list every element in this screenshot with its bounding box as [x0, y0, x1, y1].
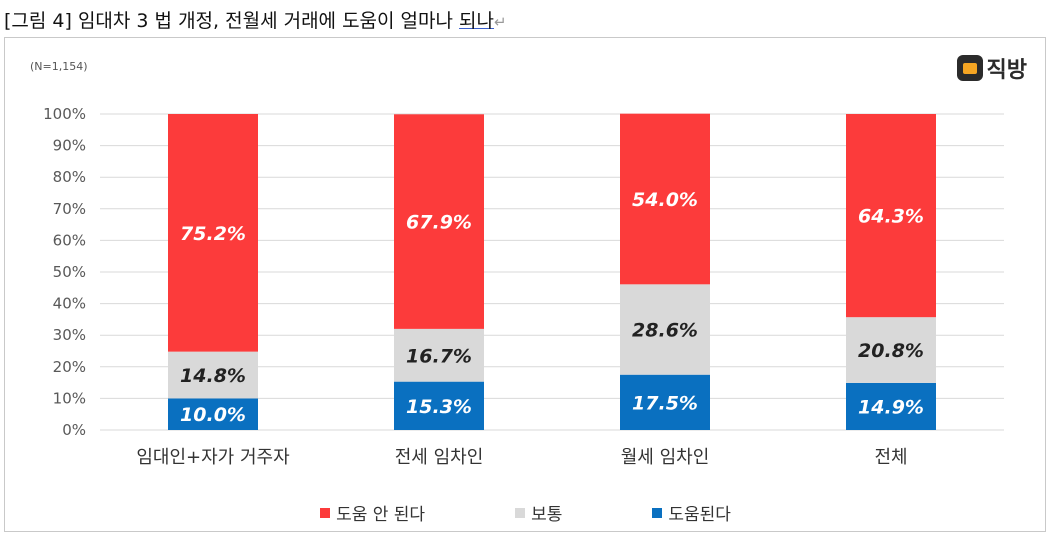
bar-segment	[168, 351, 258, 399]
data-label: 15.3%	[406, 396, 472, 418]
y-tick-label: 10%	[53, 389, 86, 407]
bar-segment	[620, 284, 710, 375]
bar-segment	[846, 114, 936, 318]
y-tick-label: 90%	[53, 137, 86, 155]
bar-segment	[846, 382, 936, 430]
y-tick-label: 60%	[53, 231, 86, 249]
legend-swatch	[652, 507, 663, 518]
bar-segment	[394, 328, 484, 382]
chart-legend: 도움 안 된다 보통 도움된다	[0, 500, 1051, 525]
legend-item: 보통	[515, 500, 562, 525]
legend-label: 도움 안 된다	[336, 505, 426, 525]
caption-prefix: [그림 4] 임대차 3 법 개정, 전월세 거래에 도움이 얼마나	[4, 10, 460, 32]
bar-segment	[620, 113, 710, 285]
caption-tail: 되나	[459, 10, 495, 32]
return-mark: ↵	[494, 13, 507, 31]
bar-segment	[168, 398, 258, 430]
legend-label: 보통	[531, 505, 563, 525]
x-tick-label: 전체	[874, 447, 907, 468]
data-label: 28.6%	[632, 320, 698, 342]
data-label: 14.8%	[180, 365, 246, 387]
x-tick-label: 전세 임차인	[395, 447, 484, 468]
data-label: 67.9%	[406, 212, 472, 234]
bar-segment	[620, 374, 710, 430]
y-tick-label: 80%	[53, 168, 86, 186]
legend-item: 도움 안 된다	[320, 500, 425, 525]
data-label: 14.9%	[858, 396, 924, 418]
y-tick-label: 100%	[43, 105, 86, 123]
x-tick-label: 임대인+자가 거주자	[136, 447, 290, 468]
bar-segment	[394, 114, 484, 329]
y-tick-label: 30%	[53, 326, 86, 344]
data-label: 75.2%	[180, 223, 246, 245]
legend-item: 도움된다	[652, 500, 731, 525]
data-label: 16.7%	[406, 345, 472, 367]
y-tick-label: 20%	[53, 358, 86, 376]
y-tick-label: 0%	[62, 421, 86, 439]
legend-swatch	[515, 507, 526, 518]
legend-label: 도움된다	[668, 505, 731, 525]
bar-segment	[846, 317, 936, 383]
figure-caption: [그림 4] 임대차 3 법 개정, 전월세 거래에 도움이 얼마나 되나↵	[4, 6, 507, 33]
data-label: 54.0%	[632, 189, 698, 211]
data-label: 64.3%	[858, 206, 924, 228]
sample-size-note: (N=1,154)	[30, 60, 88, 73]
x-tick-label: 월세 임차인	[621, 447, 710, 468]
data-label: 17.5%	[632, 392, 698, 414]
y-tick-label: 40%	[53, 295, 86, 313]
legend-swatch	[320, 507, 331, 518]
brand-name: 직방	[986, 58, 1027, 83]
brand-logo: 직방	[956, 52, 1027, 84]
data-label: 10.0%	[180, 404, 246, 426]
house-logo-icon	[956, 55, 983, 81]
bar-segment	[168, 114, 258, 352]
data-label: 20.8%	[858, 340, 924, 362]
y-tick-label: 70%	[53, 200, 86, 218]
chart-frame	[4, 37, 1046, 532]
y-tick-label: 50%	[53, 263, 86, 281]
bar-segment	[394, 381, 484, 430]
